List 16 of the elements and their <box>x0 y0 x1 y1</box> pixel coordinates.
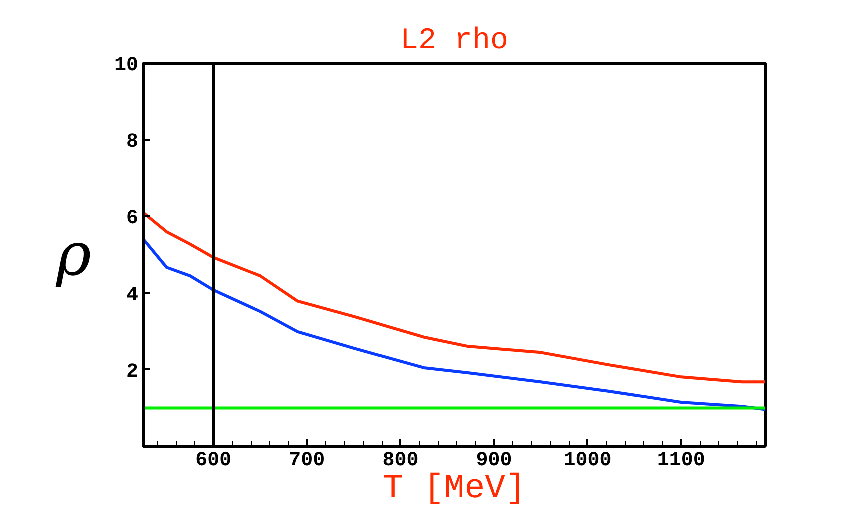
y-tick-label: 6 <box>126 208 139 231</box>
x-tick-label: 1100 <box>657 450 706 472</box>
y-tick-label: 8 <box>126 131 139 154</box>
x-tick-label: 900 <box>476 450 512 472</box>
y-tick-label: 2 <box>126 360 139 384</box>
y-axis-title: ρ <box>55 220 92 290</box>
y-tick-label: 10 <box>114 54 139 78</box>
line-series <box>144 211 766 384</box>
x-tick-label: 800 <box>382 450 419 472</box>
chart-title: L2 rho <box>400 24 509 58</box>
y-tick-label: 4 <box>126 284 139 308</box>
x-tick-label: 700 <box>289 450 326 472</box>
x-tick-label: 600 <box>196 450 232 472</box>
line-series <box>144 238 766 412</box>
x-axis-title: T [MeV] <box>383 470 526 508</box>
x-tick-label: 1000 <box>564 450 612 472</box>
